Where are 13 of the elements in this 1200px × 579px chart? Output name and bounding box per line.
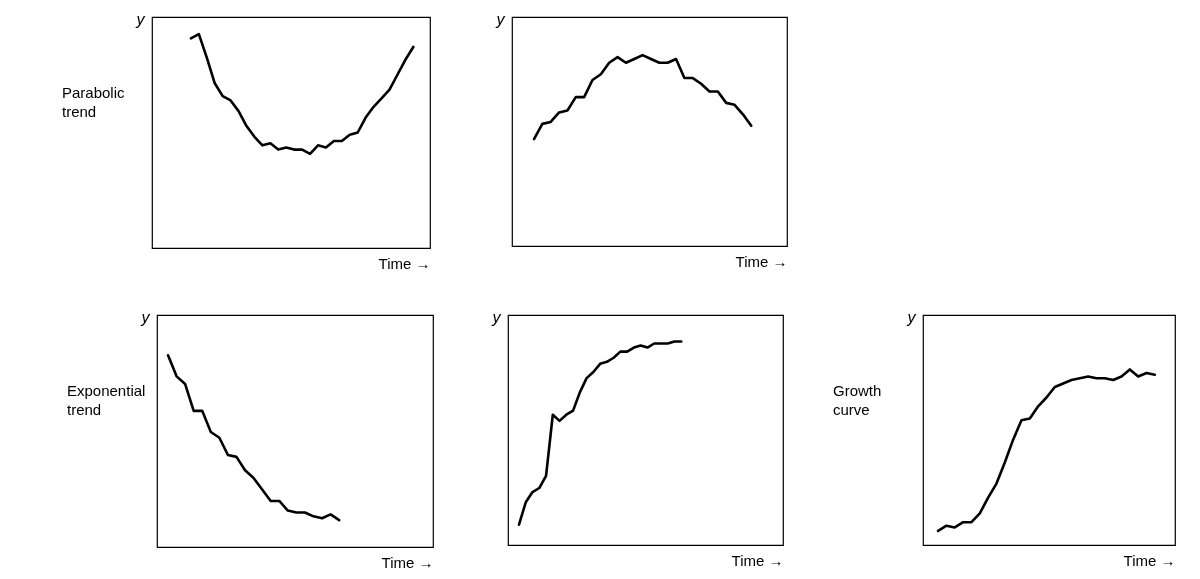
x-axis-title: Time → bbox=[731, 551, 784, 569]
x-axis-title: Time → bbox=[381, 553, 434, 571]
text: Growth curve bbox=[833, 381, 883, 419]
x-axis-title: Time → bbox=[735, 252, 788, 270]
y-axis-title: y bbox=[140, 308, 151, 326]
y-axis-title: y bbox=[495, 10, 506, 28]
text: Parabolic trend bbox=[62, 83, 126, 121]
text: Exponential trend bbox=[67, 381, 147, 419]
y-axis-title: y bbox=[135, 10, 146, 28]
x-axis-title: Time → bbox=[378, 254, 431, 272]
y-axis-title: y bbox=[906, 308, 917, 326]
y-axis-title: y bbox=[491, 308, 502, 326]
x-axis-title: Time → bbox=[1123, 551, 1176, 569]
